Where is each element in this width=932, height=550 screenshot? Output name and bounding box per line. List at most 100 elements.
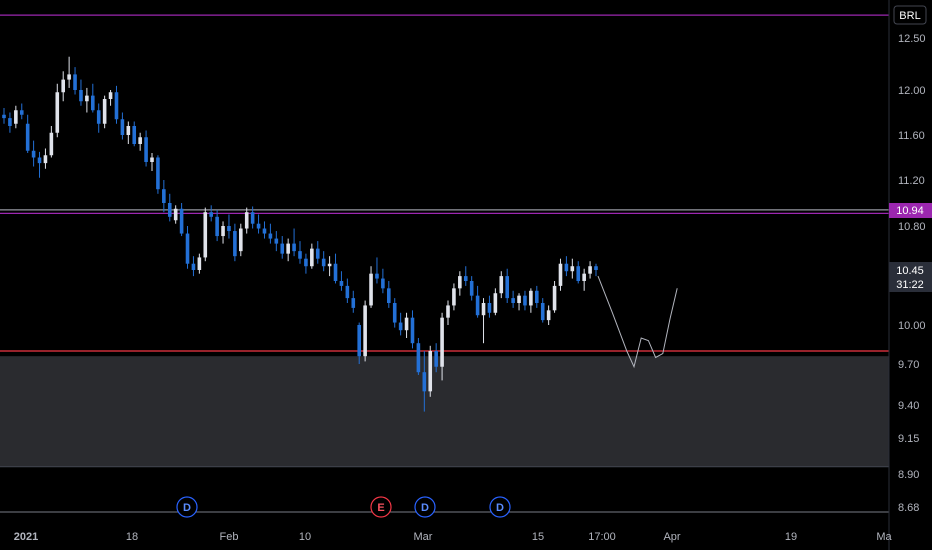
candle bbox=[505, 268, 509, 303]
candle bbox=[540, 298, 545, 323]
candle bbox=[114, 85, 119, 124]
candle bbox=[150, 153, 154, 171]
candle bbox=[25, 114, 30, 153]
candle bbox=[55, 83, 60, 138]
candle bbox=[327, 256, 332, 277]
candles bbox=[2, 56, 598, 412]
candle bbox=[120, 112, 125, 140]
candle bbox=[162, 180, 166, 213]
x-tick-label: Ma bbox=[876, 531, 892, 543]
candle bbox=[79, 79, 83, 106]
candle bbox=[215, 209, 219, 242]
candle bbox=[102, 95, 107, 129]
candle bbox=[582, 268, 586, 291]
candle bbox=[256, 214, 261, 234]
candle bbox=[244, 207, 249, 234]
candle bbox=[440, 312, 444, 381]
event-label: D bbox=[421, 502, 429, 514]
event-marker[interactable]: D bbox=[414, 496, 436, 518]
candle bbox=[558, 258, 563, 291]
candle bbox=[398, 312, 403, 336]
candle bbox=[37, 151, 42, 178]
candle bbox=[452, 283, 456, 311]
candle bbox=[298, 241, 302, 264]
candle bbox=[475, 285, 480, 318]
event-label: D bbox=[183, 502, 191, 514]
currency-button[interactable]: BRL bbox=[893, 5, 927, 25]
last-price-label: 10.45 bbox=[896, 265, 924, 277]
candle bbox=[469, 276, 474, 301]
candle bbox=[209, 205, 213, 222]
candle bbox=[392, 298, 397, 328]
candle bbox=[8, 112, 12, 133]
candle bbox=[357, 322, 361, 364]
candle bbox=[404, 312, 409, 338]
event-marker[interactable]: E bbox=[370, 496, 392, 518]
candle bbox=[458, 271, 462, 296]
event-marker[interactable]: D bbox=[489, 496, 511, 518]
candle bbox=[43, 148, 48, 169]
candle bbox=[67, 56, 71, 88]
y-tick-label: 8.90 bbox=[898, 469, 919, 481]
candle bbox=[434, 343, 438, 373]
candle bbox=[493, 288, 498, 316]
candle bbox=[535, 285, 539, 308]
candle bbox=[2, 108, 6, 124]
y-tick-label: 9.15 bbox=[898, 433, 919, 445]
x-tick-label: 2021 bbox=[14, 531, 38, 543]
candle bbox=[73, 67, 77, 95]
y-axis-ticks: 12.50 12.00 11.60 11.20 10.80 10.00 9.70 9.40 9.… bbox=[898, 33, 926, 514]
candle bbox=[96, 103, 101, 133]
candle bbox=[274, 231, 279, 252]
candle bbox=[416, 338, 421, 375]
support-zone bbox=[0, 356, 889, 467]
x-tick-label: Apr bbox=[663, 531, 680, 543]
candle bbox=[517, 293, 521, 311]
candle bbox=[310, 243, 314, 269]
candle bbox=[487, 295, 492, 318]
candle bbox=[422, 351, 427, 412]
candle bbox=[523, 290, 527, 311]
y-tick-label: 11.60 bbox=[898, 130, 925, 142]
x-tick-label: 15 bbox=[532, 531, 544, 543]
candle bbox=[576, 261, 581, 284]
candle bbox=[428, 345, 433, 397]
candle bbox=[546, 305, 551, 325]
candle bbox=[138, 132, 142, 151]
candle bbox=[173, 205, 178, 224]
y-tick-label: 8.68 bbox=[898, 502, 919, 514]
event-label: E bbox=[377, 502, 384, 514]
candle bbox=[61, 71, 65, 102]
candle bbox=[250, 206, 255, 229]
y-tick-label: 9.70 bbox=[898, 359, 919, 371]
candle bbox=[19, 103, 24, 120]
candle bbox=[339, 271, 344, 291]
candle bbox=[31, 140, 36, 167]
level-badge: 10.94 bbox=[889, 203, 932, 218]
x-tick-label: 10 bbox=[299, 531, 311, 543]
candle bbox=[333, 253, 338, 284]
event-marker[interactable]: D bbox=[176, 496, 198, 518]
y-tick-label: 11.20 bbox=[898, 175, 925, 187]
y-tick-label: 12.00 bbox=[898, 85, 926, 97]
candle bbox=[156, 155, 160, 194]
candle bbox=[381, 268, 385, 294]
candle bbox=[91, 83, 95, 113]
candle bbox=[126, 121, 131, 144]
countdown-label: 31:22 bbox=[896, 279, 924, 291]
candle bbox=[321, 251, 326, 272]
candle bbox=[167, 193, 172, 222]
x-tick-label: 17:00 bbox=[588, 531, 616, 543]
candle bbox=[14, 105, 18, 129]
candle bbox=[588, 261, 592, 279]
x-tick-label: 19 bbox=[785, 531, 797, 543]
candle bbox=[179, 203, 184, 237]
candle bbox=[197, 253, 202, 274]
candle bbox=[233, 223, 237, 262]
x-axis-ticks: 2021 18 Feb 10 Mar 15 17:00 Apr 19 Ma bbox=[14, 531, 893, 543]
candle bbox=[351, 290, 356, 313]
candle bbox=[185, 226, 190, 269]
candle bbox=[345, 278, 350, 303]
